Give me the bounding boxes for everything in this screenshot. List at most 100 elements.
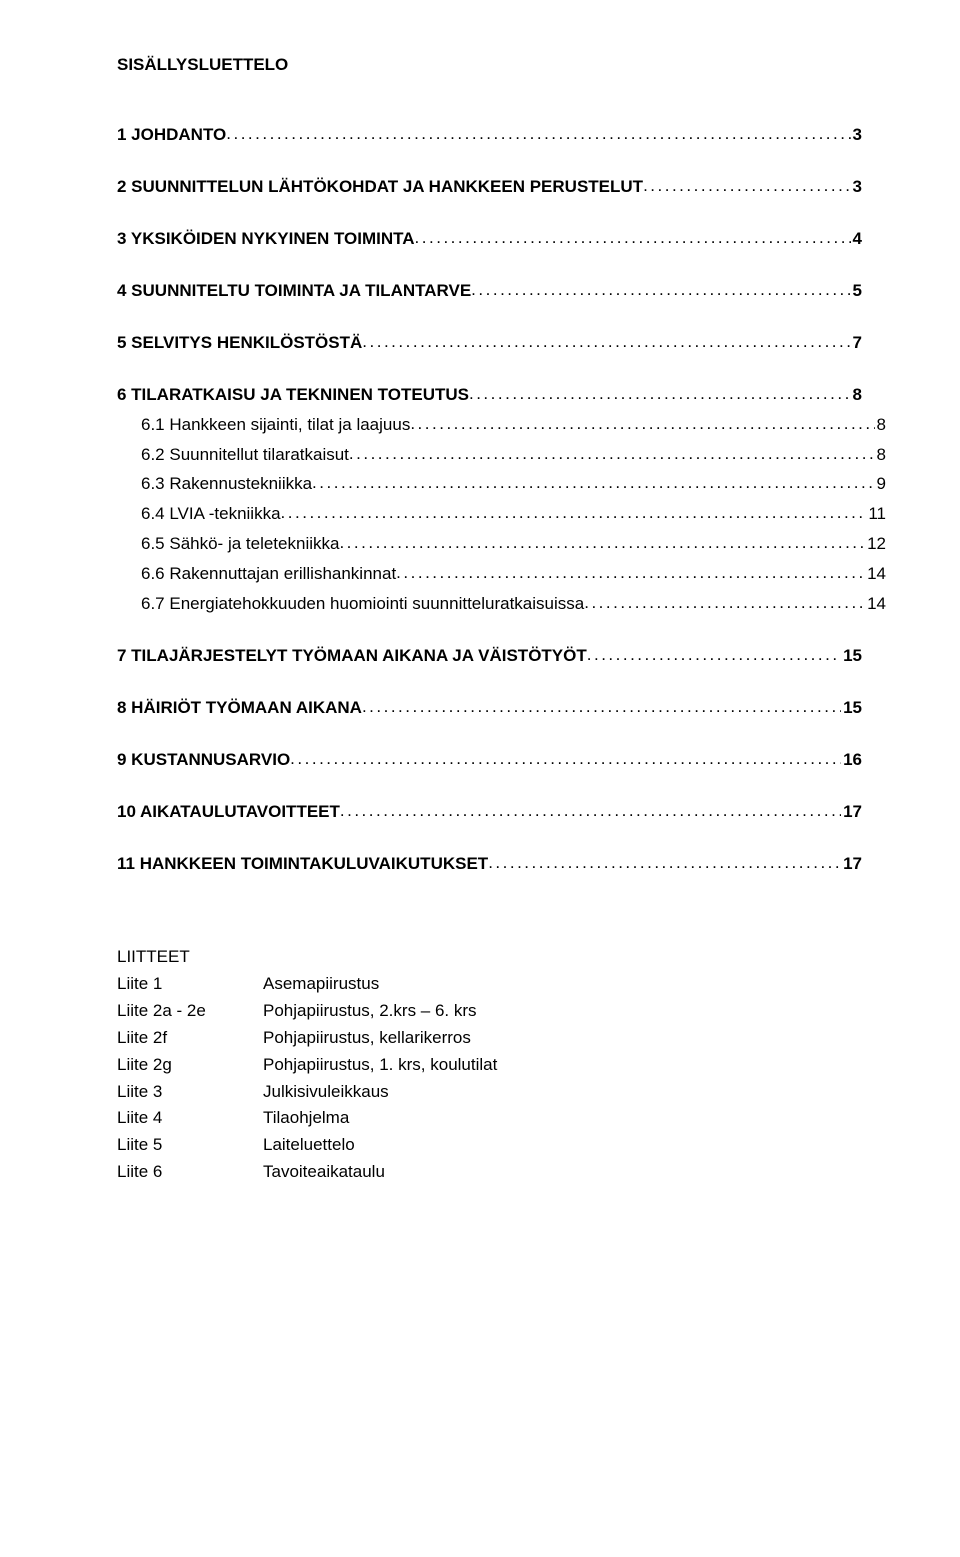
toc-label: 6.5 Sähkö- ja teletekniikka (141, 533, 339, 556)
toc-dot-leader (362, 696, 841, 713)
toc-label: 6.4 LVIA -tekniikka (141, 503, 281, 526)
toc-label: 6 TILARATKAISU JA TEKNINEN TOTEUTUS (117, 384, 469, 407)
attachment-key: Liite 2f (117, 1027, 263, 1050)
toc-entry: 6.4 LVIA -tekniikka 11 (141, 502, 886, 526)
toc-label: 6.6 Rakennuttajan erillishankinnat (141, 563, 396, 586)
toc-label: 6.7 Energiatehokkuuden huomiointi suunni… (141, 593, 584, 616)
toc-page-number: 16 (841, 749, 862, 772)
toc-page-number: 3 (851, 124, 862, 147)
attachment-key: Liite 2a - 2e (117, 1000, 263, 1023)
attachment-desc: Tilaohjelma (263, 1107, 862, 1130)
toc-dot-leader (488, 852, 841, 869)
toc-label: 5 SELVITYS HENKILÖSTÖSTÄ (117, 332, 362, 355)
attachment-row: Liite 2fPohjapiirustus, kellarikerros (117, 1027, 862, 1050)
toc-entry: 6.3 Rakennustekniikka 9 (141, 472, 886, 496)
attachments-title: LIITTEET (117, 946, 862, 969)
toc-entry: 6.5 Sähkö- ja teletekniikka 12 (141, 532, 886, 556)
toc-entry: 5 SELVITYS HENKILÖSTÖSTÄ 7 (117, 331, 862, 355)
toc-dot-leader (410, 413, 874, 430)
toc-entry: 6.1 Hankkeen sijainti, tilat ja laajuus 8 (141, 413, 886, 437)
toc-dot-leader (643, 175, 850, 192)
attachment-desc: Pohjapiirustus, kellarikerros (263, 1027, 862, 1050)
attachment-row: Liite 1Asemapiirustus (117, 973, 862, 996)
toc-label: 3 YKSIKÖIDEN NYKYINEN TOIMINTA (117, 228, 415, 251)
toc-page-number: 8 (851, 384, 862, 407)
toc-page-number: 3 (851, 176, 862, 199)
toc-dot-leader (396, 562, 865, 579)
toc-label: 9 KUSTANNUSARVIO (117, 749, 290, 772)
toc-entry: 7 TILAJÄRJESTELYT TYÖMAAN AIKANA JA VÄIS… (117, 644, 862, 668)
attachment-key: Liite 3 (117, 1081, 263, 1104)
attachment-key: Liite 4 (117, 1107, 263, 1130)
toc-label: 6.1 Hankkeen sijainti, tilat ja laajuus (141, 414, 410, 437)
attachment-row: Liite 3Julkisivuleikkaus (117, 1081, 862, 1104)
toc-dot-leader (349, 443, 875, 460)
attachment-desc: Tavoiteaikataulu (263, 1161, 862, 1184)
toc-page-number: 8 (875, 444, 886, 467)
toc-page-number: 17 (841, 853, 862, 876)
toc-label: 7 TILAJÄRJESTELYT TYÖMAAN AIKANA JA VÄIS… (117, 645, 587, 668)
toc-entry: 8 HÄIRIÖT TYÖMAAN AIKANA 15 (117, 696, 862, 720)
attachment-desc: Asemapiirustus (263, 973, 862, 996)
toc-entry: 6.2 Suunnitellut tilaratkaisut8 (141, 443, 886, 467)
toc-label: 4 SUUNNITELTU TOIMINTA JA TILANTARVE (117, 280, 471, 303)
toc-entry: 9 KUSTANNUSARVIO 16 (117, 748, 862, 772)
toc-page-number: 17 (841, 801, 862, 824)
toc-entry: 4 SUUNNITELTU TOIMINTA JA TILANTARVE 5 (117, 279, 862, 303)
toc-dot-leader (415, 227, 851, 244)
attachment-row: Liite 2a - 2ePohjapiirustus, 2.krs – 6. … (117, 1000, 862, 1023)
toc-dot-leader (226, 123, 850, 140)
attachment-desc: Laiteluettelo (263, 1134, 862, 1157)
toc-dot-leader (340, 800, 841, 817)
attachment-desc: Julkisivuleikkaus (263, 1081, 862, 1104)
attachments-section: LIITTEET Liite 1AsemapiirustusLiite 2a -… (117, 946, 862, 1184)
attachment-row: Liite 5Laiteluettelo (117, 1134, 862, 1157)
toc-dot-leader (312, 472, 874, 489)
toc-label: 2 SUUNNITTELUN LÄHTÖKOHDAT JA HANKKEEN P… (117, 176, 643, 199)
toc-page-number: 12 (865, 533, 886, 556)
toc-dot-leader (290, 748, 841, 765)
toc-page-number: 7 (851, 332, 862, 355)
toc-entry: 6 TILARATKAISU JA TEKNINEN TOTEUTUS 8 (117, 383, 862, 407)
attachment-desc: Pohjapiirustus, 2.krs – 6. krs (263, 1000, 862, 1023)
page-title: SISÄLLYSLUETTELO (117, 54, 862, 77)
toc-page-number: 15 (841, 697, 862, 720)
table-of-contents: 1 JOHDANTO 3 2 SUUNNITTELUN LÄHTÖKOHDAT JA… (117, 123, 862, 876)
attachment-key: Liite 1 (117, 973, 263, 996)
toc-dot-leader (584, 592, 865, 609)
toc-entry: 3 YKSIKÖIDEN NYKYINEN TOIMINTA 4 (117, 227, 862, 251)
toc-dot-leader (281, 502, 867, 519)
document-page: SISÄLLYSLUETTELO 1 JOHDANTO 3 2 SUUNNITTEL… (0, 0, 960, 1557)
attachment-row: Liite 6Tavoiteaikataulu (117, 1161, 862, 1184)
toc-page-number: 5 (851, 280, 862, 303)
toc-page-number: 15 (841, 645, 862, 668)
attachment-key: Liite 5 (117, 1134, 263, 1157)
toc-entry: 11 HANKKEEN TOIMINTAKULUVAIKUTUKSET 17 (117, 852, 862, 876)
attachment-desc: Pohjapiirustus, 1. krs, koulutilat (263, 1054, 862, 1077)
toc-dot-leader (471, 279, 850, 296)
toc-label: 8 HÄIRIÖT TYÖMAAN AIKANA (117, 697, 362, 720)
toc-page-number: 14 (865, 593, 886, 616)
attachment-row: Liite 4Tilaohjelma (117, 1107, 862, 1130)
toc-dot-leader (469, 383, 851, 400)
toc-page-number: 8 (875, 414, 886, 437)
toc-dot-leader (587, 644, 841, 661)
toc-entry: 10 AIKATAULUTAVOITTEET 17 (117, 800, 862, 824)
attachments-list: Liite 1AsemapiirustusLiite 2a - 2ePohjap… (117, 973, 862, 1185)
attachment-key: Liite 2g (117, 1054, 263, 1077)
toc-page-number: 9 (875, 473, 886, 496)
toc-label: 11 HANKKEEN TOIMINTAKULUVAIKUTUKSET (117, 853, 488, 876)
toc-label: 6.3 Rakennustekniikka (141, 473, 312, 496)
toc-entry: 6.6 Rakennuttajan erillishankinnat 14 (141, 562, 886, 586)
toc-page-number: 4 (851, 228, 862, 251)
toc-page-number: 14 (865, 563, 886, 586)
toc-entry: 6.7 Energiatehokkuuden huomiointi suunni… (141, 592, 886, 616)
toc-label: 10 AIKATAULUTAVOITTEET (117, 801, 340, 824)
toc-page-number: 11 (866, 503, 886, 526)
toc-entry: 1 JOHDANTO 3 (117, 123, 862, 147)
toc-entry: 2 SUUNNITTELUN LÄHTÖKOHDAT JA HANKKEEN P… (117, 175, 862, 199)
attachment-key: Liite 6 (117, 1161, 263, 1184)
toc-dot-leader (362, 331, 850, 348)
toc-label: 1 JOHDANTO (117, 124, 226, 147)
attachment-row: Liite 2gPohjapiirustus, 1. krs, koulutil… (117, 1054, 862, 1077)
